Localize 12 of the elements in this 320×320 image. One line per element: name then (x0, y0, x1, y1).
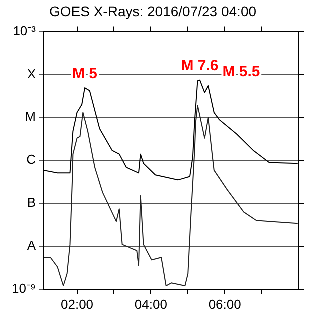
y-tick-label: X (27, 66, 36, 82)
x-tick-label: 06:00 (208, 296, 242, 312)
y-tick-label: 10⁻⁹ (12, 280, 36, 296)
x-tick-label: 02:00 (60, 296, 94, 312)
y-tick-label: C (26, 152, 36, 168)
y-tick-label: B (27, 195, 36, 210)
y-tick-label: A (27, 238, 36, 254)
y-tick-label: M (25, 109, 36, 124)
chart-title: GOES X-Rays: 2016/07/23 04:00 (49, 3, 257, 20)
y-tick-label: 10⁻³ (13, 23, 37, 38)
x-tick-label: 04:00 (134, 296, 168, 312)
annotation: M 7.6 (181, 57, 219, 74)
